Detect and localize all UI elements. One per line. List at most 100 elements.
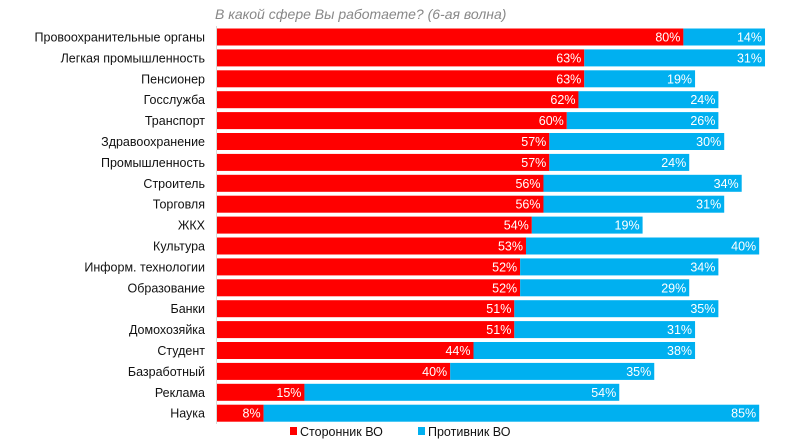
legend-label: Противник ВО xyxy=(428,425,511,439)
bar-supporter xyxy=(217,70,585,88)
bar-opponent xyxy=(543,195,725,213)
bar-supporter xyxy=(217,174,544,192)
bar-supporter xyxy=(217,362,451,380)
bar-opponent xyxy=(549,153,690,171)
bar-supporter xyxy=(217,342,474,359)
bar-supporter xyxy=(217,300,515,318)
bar-supporter xyxy=(217,383,305,401)
bar-supporter xyxy=(217,112,567,130)
data-label: 35% xyxy=(690,302,715,316)
category-label: Легкая промышленность xyxy=(61,51,205,65)
data-label: 8% xyxy=(243,407,261,421)
bar-row: Студент 44% 38% xyxy=(157,342,696,359)
data-label: 57% xyxy=(521,156,546,170)
bar-row: Транспорт 60% 26% xyxy=(145,112,719,130)
category-label: Культура xyxy=(153,240,205,254)
bar-row: Банки 51% 35% xyxy=(170,300,719,318)
category-label: Студент xyxy=(157,344,205,358)
category-label: Строитель xyxy=(143,177,205,191)
data-label: 54% xyxy=(591,386,616,400)
category-label: ЖКХ xyxy=(178,219,206,233)
data-label: 80% xyxy=(655,31,680,45)
category-label: Банки xyxy=(170,302,205,316)
data-label: 40% xyxy=(731,240,756,254)
bar-row: Информ. технологии 52% 34% xyxy=(84,258,719,276)
bar-row: Образование 52% 29% xyxy=(128,279,690,297)
category-label: Информ. технологии xyxy=(84,260,205,274)
category-label: Провоохранительные органы xyxy=(35,31,205,45)
bar-supporter xyxy=(217,153,550,171)
data-label: 63% xyxy=(556,51,581,65)
legend: Сторонник ВО Противник ВО xyxy=(290,425,511,439)
bar-opponent xyxy=(549,133,725,150)
data-label: 51% xyxy=(486,323,511,337)
bar-supporter xyxy=(217,237,526,255)
bar-opponent xyxy=(263,404,760,422)
data-label: 35% xyxy=(626,365,651,379)
bar-opponent xyxy=(520,258,719,276)
bar-supporter xyxy=(217,195,544,213)
category-label: Домохозяйка xyxy=(129,323,205,337)
legend-swatch xyxy=(290,427,297,435)
bar-row: Торговля 56% 31% xyxy=(153,195,725,213)
data-label: 31% xyxy=(737,51,762,65)
category-label: Реклама xyxy=(155,386,205,400)
data-label: 57% xyxy=(521,135,546,149)
category-label: Госслужба xyxy=(144,93,205,107)
bar-supporter xyxy=(217,321,515,339)
data-label: 54% xyxy=(504,219,529,233)
data-label: 26% xyxy=(690,114,715,128)
bar-row: Строитель 56% 34% xyxy=(143,174,742,192)
bar-opponent xyxy=(683,28,766,46)
bar-row: Реклама 15% 54% xyxy=(155,383,620,401)
category-label: Здравоохранение xyxy=(101,135,205,149)
data-label: 52% xyxy=(492,281,517,295)
bar-opponent xyxy=(514,300,719,318)
data-label: 52% xyxy=(492,260,517,274)
data-label: 31% xyxy=(667,323,692,337)
bar-opponent xyxy=(450,362,655,380)
category-label: Торговля xyxy=(153,198,205,212)
data-label: 44% xyxy=(445,344,470,358)
bar-opponent xyxy=(531,216,643,234)
bar-opponent xyxy=(566,112,719,130)
data-label: 53% xyxy=(498,240,523,254)
bar-supporter xyxy=(217,133,550,150)
bar-supporter xyxy=(217,91,579,109)
data-label: 38% xyxy=(667,344,692,358)
bar-supporter xyxy=(217,258,521,276)
bar-row: Госслужба 62% 24% xyxy=(144,91,719,109)
bar-opponent xyxy=(584,49,766,67)
data-label: 85% xyxy=(731,407,756,421)
bar-supporter xyxy=(217,404,264,422)
legend-swatch xyxy=(418,427,425,435)
category-label: Наука xyxy=(170,407,205,421)
bar-row: Базработный 40% 35% xyxy=(128,362,655,380)
data-label: 24% xyxy=(690,93,715,107)
category-label: Транспорт xyxy=(145,114,205,128)
data-label: 24% xyxy=(661,156,686,170)
bar-row: Здравоохранение 57% 30% xyxy=(101,133,725,150)
chart-title: В какой сфере Вы работаете? (6-ая волна) xyxy=(215,6,506,22)
data-label: 56% xyxy=(515,177,540,191)
data-label: 19% xyxy=(667,72,692,86)
data-label: 15% xyxy=(276,386,301,400)
bar-supporter xyxy=(217,216,532,234)
data-label: 62% xyxy=(550,93,575,107)
data-label: 40% xyxy=(422,365,447,379)
bar-opponent xyxy=(584,70,696,88)
data-label: 60% xyxy=(539,114,564,128)
data-label: 14% xyxy=(737,31,762,45)
bar-row: Провоохранительные органы 80% 14% xyxy=(35,28,766,46)
category-label: Пенсионер xyxy=(141,72,205,86)
bar-row: Домохозяйка 51% 31% xyxy=(129,321,696,339)
bar-opponent xyxy=(520,279,690,297)
bar-supporter xyxy=(217,49,585,67)
data-label: 19% xyxy=(615,219,640,233)
bar-row: Легкая промышленность 63% 31% xyxy=(61,49,766,67)
category-label: Промышленность xyxy=(101,156,205,170)
bar-row: Культура 53% 40% xyxy=(153,237,760,255)
bar-opponent xyxy=(473,342,696,359)
bar-row: Наука 8% 85% xyxy=(170,404,760,422)
bar-opponent xyxy=(514,321,696,339)
